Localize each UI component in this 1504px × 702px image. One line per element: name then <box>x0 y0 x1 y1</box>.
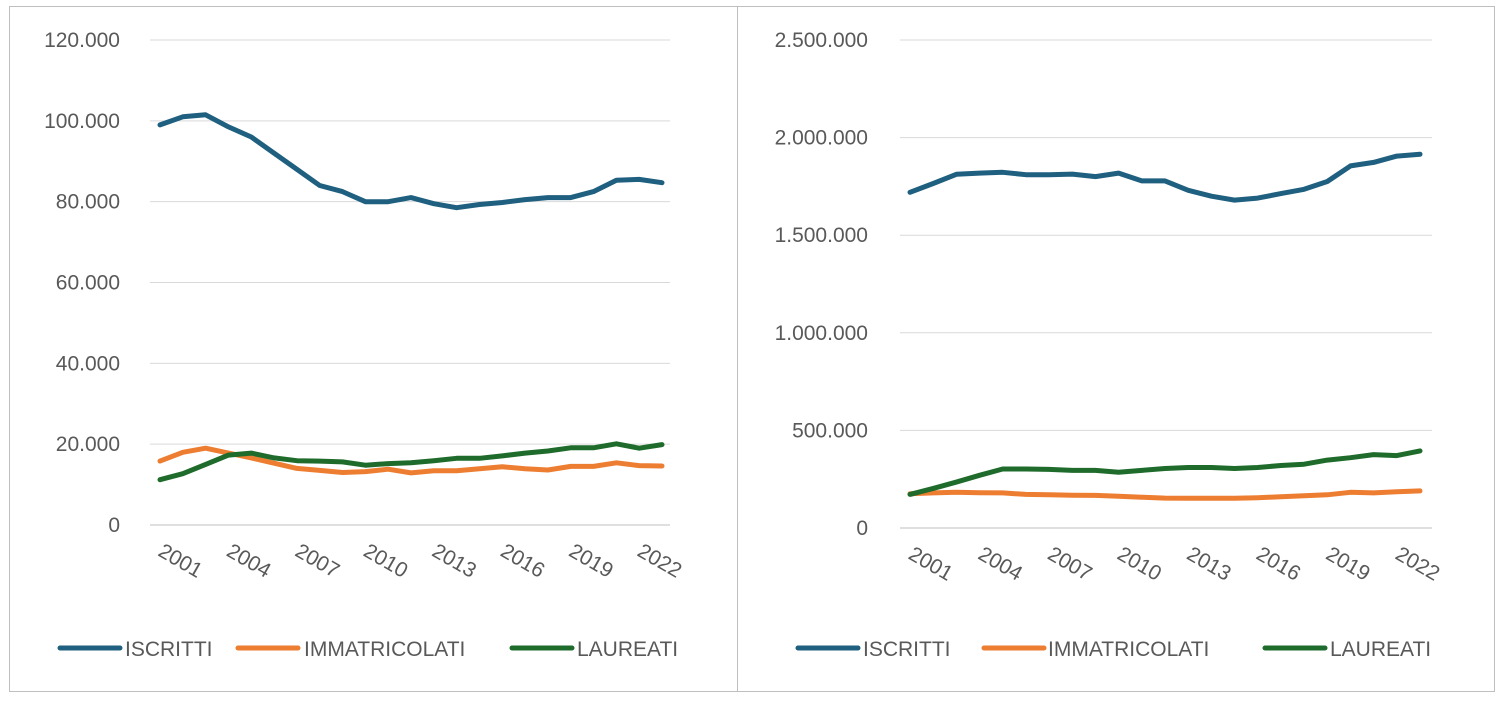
x-tick-label: 2016 <box>497 539 549 582</box>
y-tick-label: 100.000 <box>44 110 120 133</box>
right-chart-panel <box>737 6 1495 692</box>
series-line-immatricolati <box>157 445 665 476</box>
legend-label-immatricolati: IMMATRICOLATI <box>1048 638 1209 661</box>
series-line-laureati <box>157 441 665 483</box>
x-tick-label: 2001 <box>154 539 206 582</box>
series-line-iscritti <box>157 112 665 211</box>
x-tick-label: 2001 <box>905 542 957 585</box>
y-tick-label: 0 <box>856 517 868 540</box>
y-tick-label: 40.000 <box>56 352 120 375</box>
legend-label-laureati: LAUREATI <box>577 638 678 661</box>
chart-left: 0 20.000 40.000 60.000 80.000 100.000 120.000 2… <box>44 29 685 661</box>
y-tick-label: 2.500.000 <box>775 29 868 52</box>
legend-label-iscritti: ISCRITTI <box>863 638 951 661</box>
chart-right: 0 500.000 1.000.000 1.500.000 2.000.000 2.500… <box>775 29 1444 661</box>
x-tick-label: 2016 <box>1252 542 1304 585</box>
x-tick-label: 2004 <box>223 539 275 582</box>
series-line-immatricolati <box>907 488 1423 501</box>
legend-label-iscritti: ISCRITTI <box>125 638 213 661</box>
y-tick-label: 60.000 <box>56 272 120 295</box>
x-tick-label: 2022 <box>1392 542 1444 585</box>
series-line-iscritti <box>907 151 1423 203</box>
y-tick-label: 1.000.000 <box>775 322 868 345</box>
x-tick-label: 2019 <box>1322 542 1374 585</box>
x-tick-label: 2004 <box>974 542 1026 585</box>
x-tick-label: 2019 <box>565 539 617 582</box>
series-line-laureati <box>907 448 1423 497</box>
x-tick-label: 2022 <box>634 539 686 582</box>
x-tick-label: 2013 <box>428 539 480 582</box>
y-tick-label: 500.000 <box>792 419 868 442</box>
legend-label-laureati: LAUREATI <box>1330 638 1431 661</box>
y-tick-label: 2.000.000 <box>775 127 868 150</box>
x-tick-label: 2007 <box>291 539 343 582</box>
x-tick-label: 2010 <box>1113 542 1165 585</box>
y-tick-label: 120.000 <box>44 29 120 52</box>
x-tick-label: 2007 <box>1044 542 1096 585</box>
x-tick-label: 2013 <box>1183 542 1235 585</box>
y-tick-label: 20.000 <box>56 433 120 456</box>
x-tick-label: 2010 <box>360 539 412 582</box>
legend-label-immatricolati: IMMATRICOLATI <box>304 638 465 661</box>
y-tick-label: 0 <box>108 514 120 537</box>
y-tick-label: 1.500.000 <box>775 224 868 247</box>
y-tick-label: 80.000 <box>56 191 120 214</box>
